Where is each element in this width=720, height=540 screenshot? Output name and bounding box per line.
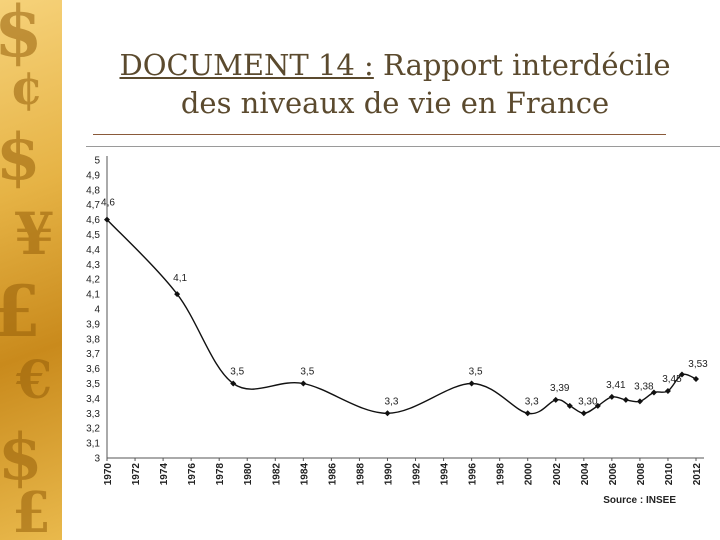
x-tick-label: 2012 xyxy=(692,463,703,486)
y-tick-label: 4,9 xyxy=(86,170,100,181)
data-point-marker xyxy=(608,393,615,400)
data-point-marker xyxy=(468,380,475,387)
x-tick-label: 1974 xyxy=(159,463,170,486)
data-point-marker xyxy=(664,387,671,394)
x-tick-label: 1988 xyxy=(355,463,366,486)
y-tick-label: 3,2 xyxy=(86,424,100,435)
data-label: 3,3 xyxy=(525,396,539,407)
x-tick-label: 2010 xyxy=(664,463,675,486)
y-tick-label: 3,7 xyxy=(86,349,100,360)
source-note: Source : INSEE xyxy=(603,495,676,506)
x-tick-label: 2004 xyxy=(580,463,591,486)
y-tick-label: 4,5 xyxy=(86,230,100,241)
x-tick-label: 1980 xyxy=(243,463,254,486)
data-label: 3,39 xyxy=(550,383,570,394)
data-label: 3,5 xyxy=(469,367,483,378)
x-tick-label: 1972 xyxy=(131,463,142,486)
data-point-marker xyxy=(622,396,629,403)
y-tick-label: 5 xyxy=(94,156,100,167)
y-tick-label: 4,1 xyxy=(86,290,100,301)
y-tick-label: 4,6 xyxy=(86,215,100,226)
x-tick-label: 2002 xyxy=(552,463,563,486)
data-label: 3,3 xyxy=(385,396,399,407)
data-point-marker xyxy=(174,291,181,298)
y-tick-label: 4 xyxy=(94,305,100,316)
data-point-marker xyxy=(566,402,573,409)
x-tick-label: 1990 xyxy=(383,463,394,486)
y-tick-label: 3,4 xyxy=(86,394,100,405)
y-tick-label: 3,6 xyxy=(86,364,100,375)
title-divider xyxy=(93,134,666,135)
data-label: 3,41 xyxy=(606,380,626,391)
y-tick-label: 4,4 xyxy=(86,245,100,256)
line-chart-svg: 54,94,84,74,64,54,44,34,24,143,93,83,73,… xyxy=(86,146,720,506)
data-label: 3,30 xyxy=(578,396,598,407)
data-point-marker xyxy=(300,380,307,387)
x-tick-label: 1996 xyxy=(468,463,479,486)
data-point-marker xyxy=(636,398,643,405)
x-tick-label: 1976 xyxy=(187,463,198,486)
data-label: 3,45 xyxy=(662,374,682,385)
x-tick-label: 1998 xyxy=(496,463,507,486)
x-tick-label: 1994 xyxy=(440,463,451,486)
data-label: 4,1 xyxy=(173,273,187,284)
slide-title: DOCUMENT 14 : Rapport interdécile des ni… xyxy=(70,46,720,122)
x-tick-label: 2006 xyxy=(608,463,619,486)
data-label: 3,5 xyxy=(230,367,244,378)
data-point-marker xyxy=(650,389,657,396)
x-tick-label: 2008 xyxy=(636,463,647,486)
x-tick-label: 1982 xyxy=(271,463,282,486)
data-label: 3,5 xyxy=(300,367,314,378)
document-reference: DOCUMENT 14 : xyxy=(119,48,374,82)
y-tick-label: 3,5 xyxy=(86,379,100,390)
title-text-line1: Rapport interdécile xyxy=(373,48,671,82)
data-point-marker xyxy=(384,410,391,417)
y-tick-label: 3,8 xyxy=(86,334,100,345)
data-label: 3,53 xyxy=(688,359,708,370)
x-tick-label: 1986 xyxy=(327,463,338,486)
data-point-marker xyxy=(104,216,110,223)
y-tick-label: 3 xyxy=(94,454,100,465)
y-tick-label: 4,8 xyxy=(86,185,100,196)
data-point-marker xyxy=(594,402,601,409)
y-tick-label: 3,9 xyxy=(86,319,100,330)
y-tick-label: 4,2 xyxy=(86,275,100,286)
x-tick-label: 2000 xyxy=(524,463,535,486)
x-tick-label: 1978 xyxy=(215,463,226,486)
y-tick-label: 3,3 xyxy=(86,409,100,420)
data-point-marker xyxy=(678,371,685,378)
x-tick-label: 1992 xyxy=(412,463,423,486)
y-tick-label: 4,7 xyxy=(86,200,100,211)
y-tick-label: 3,1 xyxy=(86,439,100,450)
x-tick-label: 1984 xyxy=(299,463,310,486)
data-label: 4,6 xyxy=(101,198,115,209)
data-point-marker xyxy=(580,410,587,417)
y-tick-label: 4,3 xyxy=(86,260,100,271)
data-point-marker xyxy=(230,380,237,387)
data-point-marker xyxy=(524,410,531,417)
x-tick-label: 1970 xyxy=(103,463,114,486)
data-point-marker xyxy=(693,376,699,383)
data-label: 3,38 xyxy=(634,381,654,392)
interdecile-ratio-chart: 5 4,9 4,8 4,7 4,6 4,5 4,4 4,3 4,2 4,1 4 3,9 3,8 3,7 3,… xyxy=(76,146,720,510)
data-point-marker xyxy=(552,396,559,403)
title-text-line2: des niveaux de vie en France xyxy=(180,86,610,120)
decorative-currency-banner: $ ¢ $ ¥ £ € $ £ xyxy=(0,0,62,540)
